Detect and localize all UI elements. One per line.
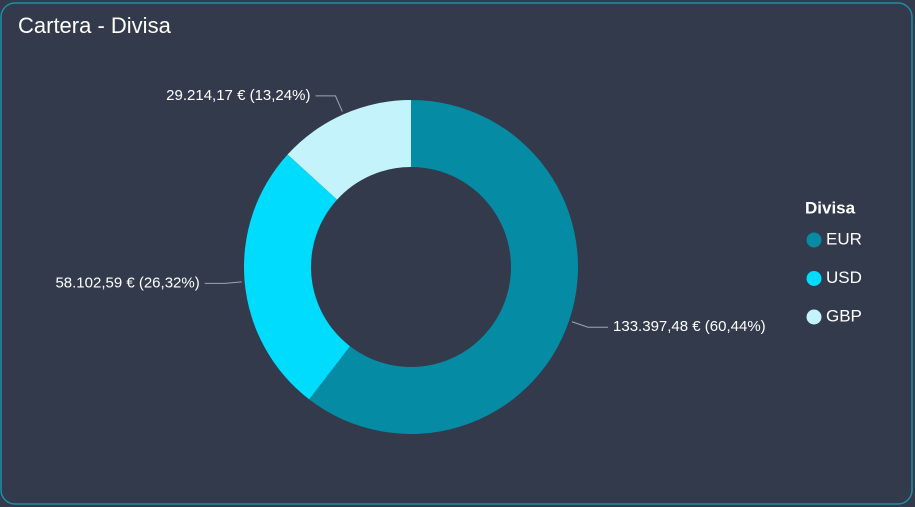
leader-line	[204, 281, 242, 284]
data-label: 58.102,59 € (26,32%)	[55, 274, 199, 291]
leader-line	[571, 321, 609, 328]
legend-label: USD	[826, 268, 862, 287]
legend-marker	[806, 271, 822, 286]
donut-slice	[244, 154, 351, 400]
legend-label: GBP	[826, 306, 862, 325]
leader-line	[315, 95, 343, 112]
legend-label: EUR	[826, 229, 862, 248]
data-label: 29.214,17 € (13,24%)	[166, 87, 310, 104]
legend-marker	[806, 309, 822, 325]
donut-slice	[287, 100, 411, 200]
legend-title: Divisa	[805, 198, 856, 217]
data-label: 133.397,48 € (60,44%)	[613, 318, 766, 335]
legend-marker	[806, 232, 822, 248]
donut-slice	[309, 100, 578, 435]
chart-title: Cartera - Divisa	[18, 13, 172, 38]
